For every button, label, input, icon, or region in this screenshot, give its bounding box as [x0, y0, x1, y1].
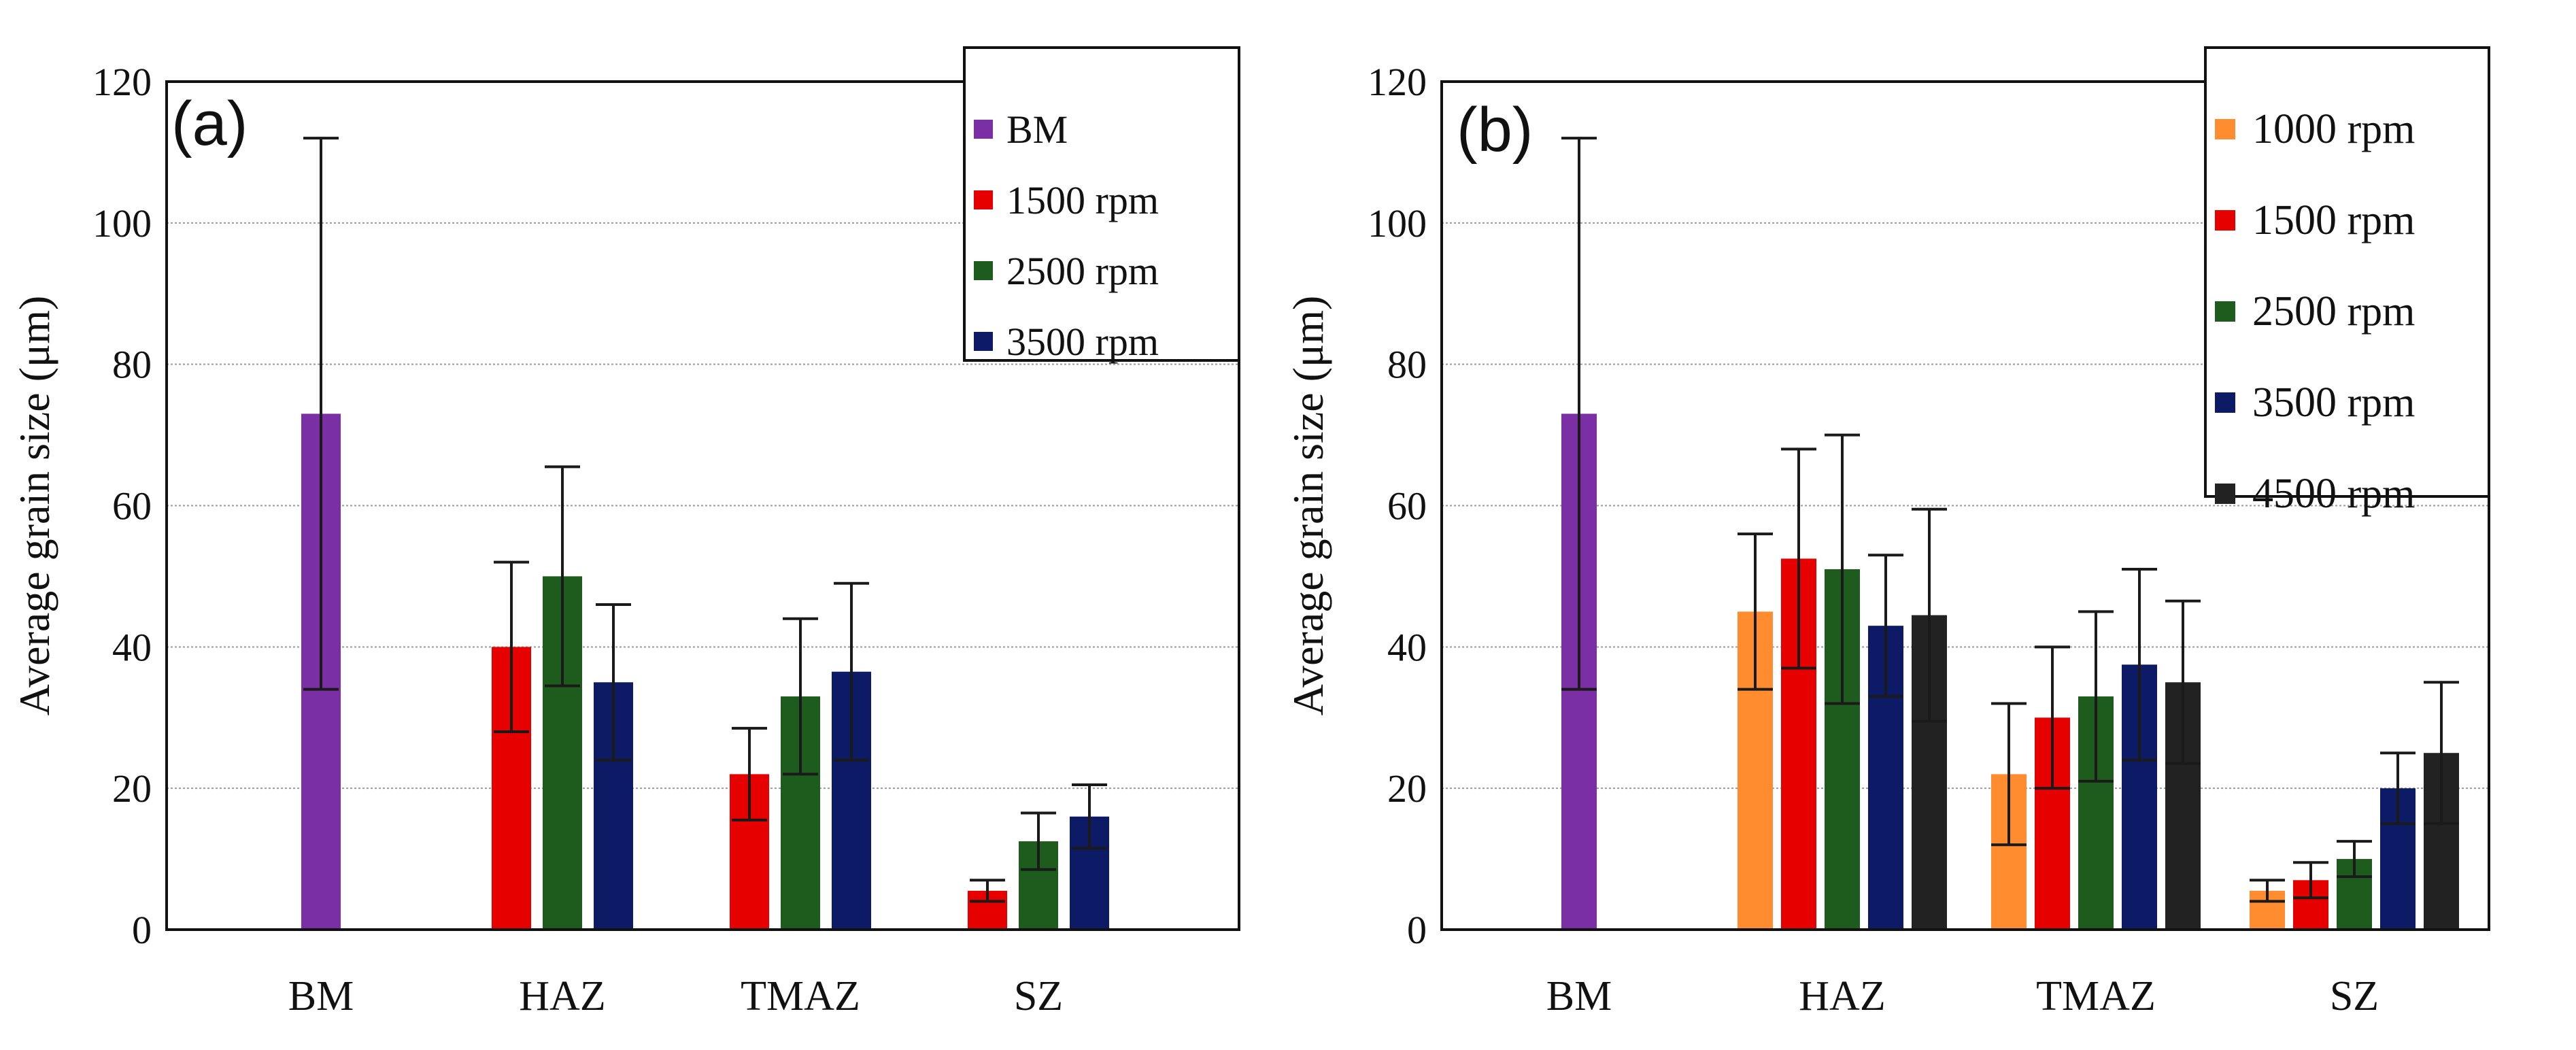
y-tick-label: 80 [1387, 343, 1427, 387]
legend-swatch-3500-rpm [2215, 392, 2235, 413]
y-tick-label: 0 [1407, 908, 1427, 952]
y-tick-label: 100 [1368, 201, 1427, 245]
y-tick-label: 120 [1368, 60, 1427, 104]
y-tick-label: 120 [92, 60, 152, 104]
legend-swatch-1500-rpm [974, 190, 993, 209]
legend-label-bm: BM [1006, 107, 1068, 152]
legend-label-4500-rpm: 4500 rpm [2252, 471, 2415, 517]
legend-label-2500-rpm: 2500 rpm [2252, 288, 2415, 335]
y-tick-label: 40 [112, 625, 152, 669]
legend: 1000 rpm 1500 rpm 2500 rpm 3500 rpm 4500 rpm [2204, 46, 2490, 517]
y-tick-label: 0 [132, 908, 152, 952]
legend-swatch-bm [974, 120, 993, 139]
x-tick-label-bm: BM [288, 973, 354, 1019]
legend-label-1000-rpm: 1000 rpm [2252, 106, 2415, 152]
y-tick-label: 40 [1387, 625, 1427, 669]
panel-label: (a) [171, 89, 248, 158]
y-tick-label: 100 [92, 201, 152, 245]
x-tick-label-haz: HAZ [1799, 973, 1885, 1019]
legend-box [2204, 46, 2490, 498]
legend-label-3500-rpm: 3500 rpm [1006, 320, 1159, 364]
chart-panel-a: 0 20 40 60 80 100 120 BM HAZ TMAZ SZ Average grain … [10, 46, 1240, 1019]
y-tick-label: 80 [112, 343, 152, 387]
y-axis-label: Average grain size (μm) [1284, 296, 1332, 716]
legend-swatch-1000-rpm [2215, 119, 2235, 139]
x-tick-label-haz: HAZ [519, 973, 605, 1019]
plot-frame [165, 80, 1240, 931]
plot-frame [1440, 80, 2490, 931]
legend-label-2500-rpm: 2500 rpm [1006, 249, 1159, 293]
y-tick-label: 20 [112, 766, 152, 811]
x-tick-label-tmaz: TMAZ [741, 973, 860, 1019]
chart-panel-b: 0 20 40 60 80 100 120 BM HAZ TMAZ SZ Average grain … [1284, 46, 2490, 1019]
x-tick-label-bm: BM [1546, 973, 1612, 1019]
y-tick-label: 60 [1387, 484, 1427, 528]
x-tick-label-sz: SZ [1014, 973, 1063, 1019]
legend-swatch-3500-rpm [974, 332, 993, 351]
legend-box [963, 46, 1240, 362]
legend-label-1500-rpm: 1500 rpm [1006, 178, 1159, 222]
panel-label: (b) [1457, 95, 1533, 165]
legend-swatch-4500-rpm [2215, 484, 2235, 504]
legend-label-3500-rpm: 3500 rpm [2252, 379, 2415, 426]
y-axis-label: Average grain size (μm) [10, 296, 58, 716]
legend-label-1500-rpm: 1500 rpm [2252, 197, 2415, 243]
legend-swatch-2500-rpm [2215, 301, 2235, 322]
legend-swatch-2500-rpm [974, 261, 993, 280]
x-tick-label-tmaz: TMAZ [2036, 973, 2156, 1019]
legend-swatch-1500-rpm [2215, 210, 2235, 231]
x-tick-label-sz: SZ [2330, 973, 2379, 1019]
y-tick-label: 60 [112, 484, 152, 528]
legend: BM 1500 rpm 2500 rpm 3500 rpm [963, 46, 1240, 364]
y-tick-label: 20 [1387, 766, 1427, 811]
